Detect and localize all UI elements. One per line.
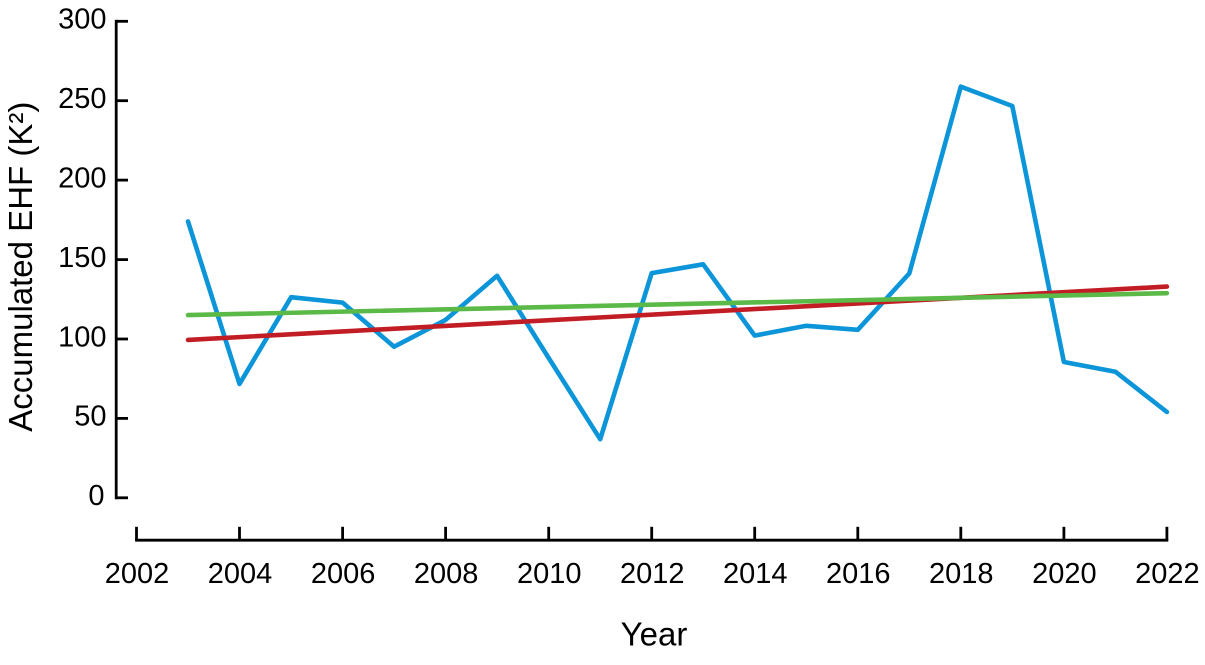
svg-text:2008: 2008: [414, 558, 479, 590]
svg-text:2002: 2002: [105, 558, 170, 590]
svg-text:2012: 2012: [620, 558, 685, 590]
svg-text:2016: 2016: [826, 558, 891, 590]
svg-text:100: 100: [58, 321, 106, 353]
svg-text:150: 150: [58, 242, 106, 274]
svg-text:250: 250: [58, 83, 106, 115]
svg-text:2022: 2022: [1135, 558, 1200, 590]
svg-text:2004: 2004: [208, 558, 273, 590]
svg-text:Year: Year: [621, 616, 688, 653]
svg-text:Accumulated EHF (K²): Accumulated EHF (K²): [2, 102, 39, 432]
svg-text:2006: 2006: [311, 558, 376, 590]
svg-text:50: 50: [74, 401, 106, 433]
svg-text:200: 200: [58, 162, 106, 194]
svg-text:2018: 2018: [929, 558, 994, 590]
svg-text:2014: 2014: [723, 558, 788, 590]
svg-text:2010: 2010: [517, 558, 582, 590]
svg-text:300: 300: [58, 4, 106, 36]
svg-text:2020: 2020: [1032, 558, 1097, 590]
svg-text:0: 0: [88, 480, 104, 512]
